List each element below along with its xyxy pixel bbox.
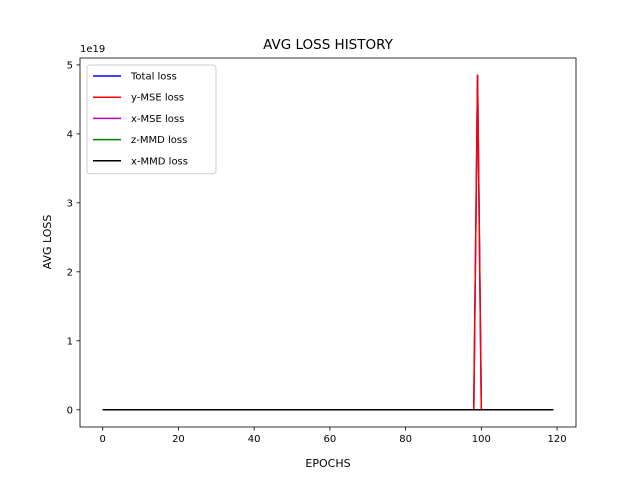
y-tick-label: 4: [67, 129, 73, 140]
legend-label-3: z-MMD loss: [131, 135, 187, 146]
y-tick-label: 3: [67, 198, 73, 209]
y-scale-exponent: 1e19: [80, 44, 105, 55]
x-tick-label: 20: [172, 434, 185, 445]
y-tick-label: 5: [67, 60, 73, 71]
axes-frame: [79, 57, 577, 428]
y-tick-label: 1: [67, 336, 73, 347]
legend-label-1: y-MSE loss: [131, 93, 184, 104]
plot-area: 0 20 40 60 80 100 120 0 1 2 3 4 5: [67, 57, 577, 445]
legend-label-0: Total loss: [130, 72, 177, 83]
legend-box: [86, 64, 217, 175]
x-tick-label: 80: [399, 434, 412, 445]
chart-title: AVG LOSS HISTORY: [263, 37, 394, 53]
legend: Total loss y-MSE loss x-MSE loss z-MMD loss…: [86, 64, 217, 175]
legend-label-4: x-MMD loss: [131, 156, 188, 167]
y-tick-label: 0: [67, 405, 73, 416]
x-axis-label: EPOCHS: [305, 457, 350, 470]
y-tick-label: 2: [67, 267, 73, 278]
y-axis-label: AVG LOSS: [41, 215, 54, 270]
x-tick-label: 0: [100, 434, 106, 445]
x-tick-label: 100: [472, 434, 491, 445]
x-tick-label: 60: [324, 434, 337, 445]
x-tick-label: 120: [548, 434, 567, 445]
x-tick-label: 40: [248, 434, 261, 445]
legend-label-2: x-MSE loss: [131, 114, 184, 125]
